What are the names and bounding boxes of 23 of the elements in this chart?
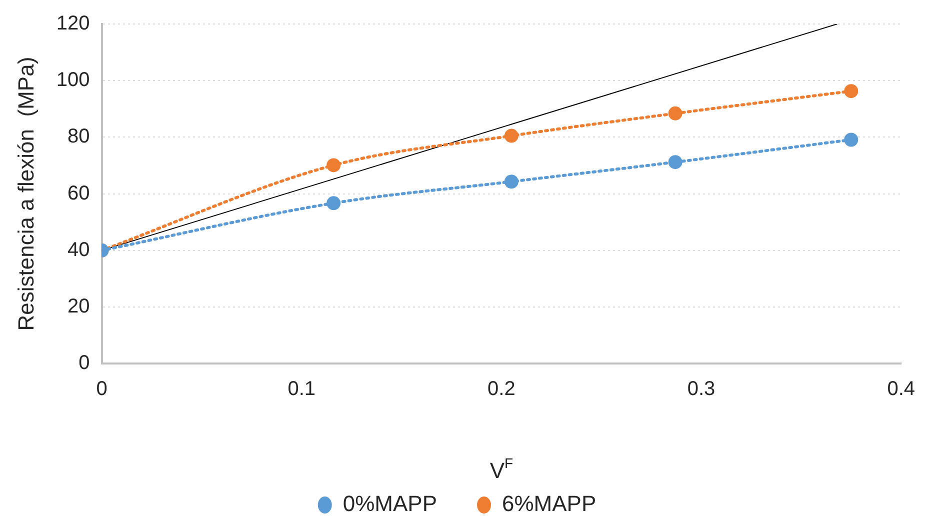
y-tick-label: 80 bbox=[68, 126, 90, 148]
x-tick-label: 0.3 bbox=[687, 378, 716, 400]
point bbox=[326, 196, 341, 210]
x-tick-label: 0.2 bbox=[488, 378, 516, 400]
x-tick-label: 0.1 bbox=[288, 378, 316, 400]
point bbox=[844, 132, 858, 147]
y-tick-label: 20 bbox=[68, 296, 90, 318]
point bbox=[844, 84, 858, 98]
point bbox=[326, 158, 341, 172]
y-tick-label: 60 bbox=[68, 182, 90, 204]
x-tick-label: 0 bbox=[96, 378, 108, 400]
point bbox=[504, 174, 518, 189]
legend-label: 6%MAPP bbox=[502, 491, 596, 516]
y-axis-title: Resistencia a flexión (MPa) bbox=[13, 56, 38, 331]
point bbox=[504, 128, 518, 143]
legend-label: 0%MAPP bbox=[342, 491, 438, 516]
y-tick-label: 0 bbox=[78, 352, 90, 374]
point bbox=[668, 106, 682, 120]
y-tick-label: 100 bbox=[56, 69, 90, 92]
y-tick-label: 40 bbox=[68, 238, 90, 261]
point bbox=[668, 155, 682, 170]
x-tick-label: 0.4 bbox=[887, 378, 916, 400]
y-tick-label: 120 bbox=[56, 12, 90, 35]
